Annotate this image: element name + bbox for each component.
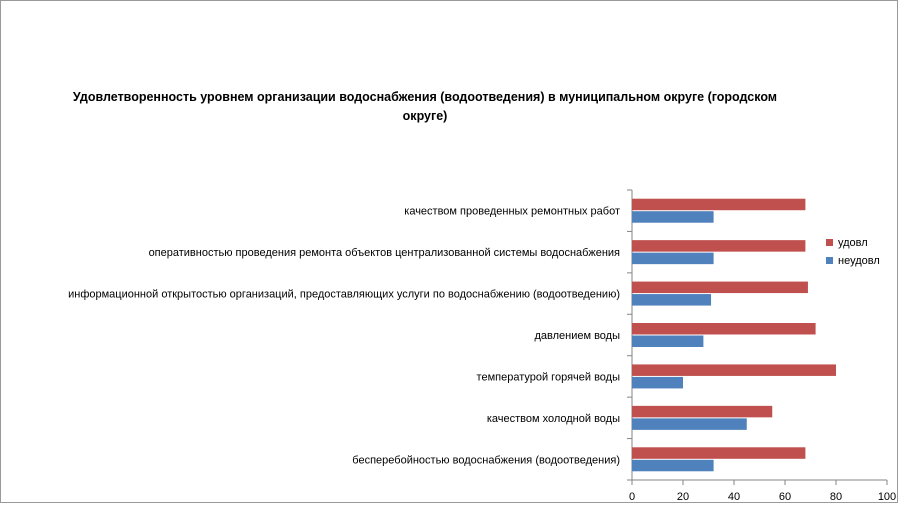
legend-label: неудовл	[838, 255, 880, 267]
category-label: информационной открытостью организаций, …	[68, 289, 620, 301]
x-tick-label: 0	[629, 491, 635, 503]
category-label: температурой горячей воды	[477, 371, 621, 383]
bar-neudovl	[632, 211, 714, 223]
legend-swatch	[826, 239, 833, 246]
bar-udovl	[632, 198, 806, 211]
legend-swatch	[826, 257, 833, 264]
x-tick-label: 60	[779, 491, 791, 503]
chart-title: Удовлетворенность уровнем организации во…	[72, 90, 778, 123]
bar-udovl	[632, 405, 773, 418]
category-label: оперативностью проведения ремонта объект…	[149, 247, 620, 259]
x-tick-label: 80	[830, 491, 842, 503]
bar-neudovl	[632, 335, 704, 347]
category-label: качеством проведенных ремонтных работ	[404, 206, 620, 218]
category-label: давлением воды	[534, 330, 620, 342]
category-label: бесперебойностью водоснабжения (водоотве…	[352, 454, 620, 466]
bar-neudovl	[632, 252, 714, 265]
x-tick-label: 100	[878, 491, 896, 503]
category-label: качеством холодной воды	[487, 413, 620, 425]
legend-label: удовл	[838, 237, 868, 249]
bar-neudovl	[632, 418, 747, 430]
bar-neudovl	[632, 294, 712, 306]
x-tick-label: 20	[677, 491, 689, 503]
bar-udovl	[632, 240, 806, 252]
bar-udovl	[632, 447, 806, 459]
bar-udovl	[632, 281, 808, 294]
bar-udovl	[632, 323, 816, 335]
bar-neudovl	[632, 459, 714, 472]
bar-udovl	[632, 364, 836, 376]
x-tick-label: 40	[728, 491, 740, 503]
bar-neudovl	[632, 376, 683, 389]
